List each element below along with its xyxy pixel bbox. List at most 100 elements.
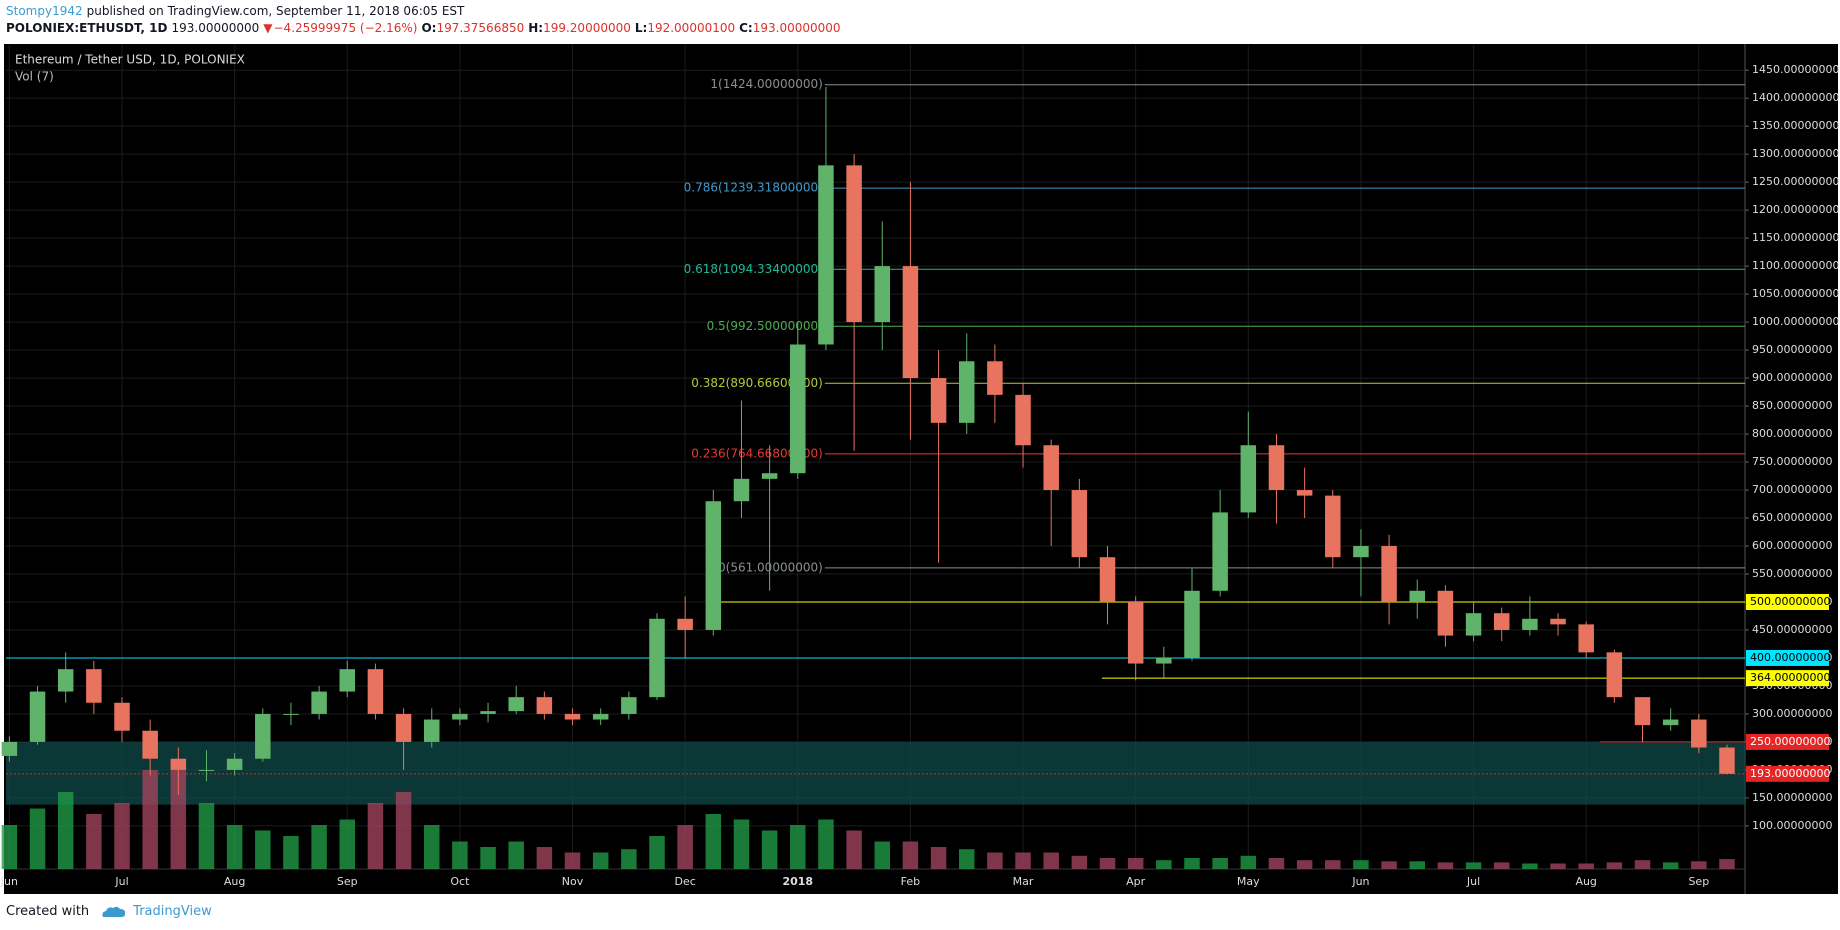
- y-tick-label: 1450.00000000: [1752, 63, 1839, 76]
- candle-body: [1325, 495, 1341, 558]
- volume-bar: [1691, 861, 1707, 869]
- candle-body: [1099, 557, 1116, 602]
- volume-bar: [733, 819, 750, 869]
- y-tick-label: 450.00000000: [1752, 623, 1832, 636]
- volume-bar: [423, 825, 440, 869]
- volume-bar: [1268, 858, 1285, 869]
- candle-body: [423, 719, 440, 742]
- volume-bar: [1353, 860, 1369, 869]
- candle-body: [1719, 747, 1735, 774]
- fib-label: 0.236(764.66800000): [691, 446, 823, 460]
- logo[interactable]: [101, 905, 127, 919]
- fib-label: 0.5(992.50000000): [707, 319, 823, 333]
- candle-body: [1662, 719, 1679, 726]
- volume-bar: [1578, 863, 1594, 869]
- candle-body: [958, 361, 975, 423]
- y-tick-label: 900.00000000: [1752, 371, 1832, 384]
- candle-body: [1184, 590, 1200, 658]
- volume-bar: [1465, 862, 1482, 869]
- candle-body: [1634, 697, 1651, 726]
- created-with: Created with: [6, 904, 90, 919]
- volume-bar: [818, 819, 834, 869]
- volume-bar: [339, 819, 356, 869]
- y-tick-label: 1050.00000000: [1752, 287, 1839, 300]
- brand[interactable]: TradingView: [133, 904, 212, 919]
- last-price: 193.00000000: [171, 21, 260, 35]
- y-tick-label: 550.00000000: [1752, 567, 1832, 580]
- level-badge-label: 250.00000000: [1750, 735, 1830, 748]
- y-tick-label: 1250.00000000: [1752, 175, 1839, 188]
- volume-bar: [198, 803, 215, 869]
- x-tick-label: Jun: [1351, 875, 1369, 888]
- candle-body: [452, 713, 468, 720]
- volume-bar: [395, 792, 412, 869]
- volume-bar: [1184, 858, 1200, 869]
- h-label: H:: [528, 21, 544, 35]
- y-tick-label: 1400.00000000: [1752, 91, 1839, 104]
- x-tick-label: Sep: [1688, 875, 1709, 888]
- y-tick-label: 1200.00000000: [1752, 203, 1839, 216]
- x-tick-label: 2018: [782, 875, 813, 888]
- header-line: Stompy1942 published on TradingView.com, …: [6, 4, 468, 18]
- candle-body: [987, 361, 1003, 395]
- candle-body: [1578, 624, 1594, 653]
- candle-body: [1493, 613, 1510, 630]
- level-badge: [1746, 649, 1829, 666]
- candle-body: [395, 713, 412, 742]
- x-tick-label: Nov: [562, 875, 584, 888]
- x-tick-label: Jul: [114, 875, 128, 888]
- fib-label: 0(561.00000000): [718, 560, 823, 574]
- volume-bar: [536, 847, 553, 869]
- x-tick-label: Mar: [1013, 875, 1034, 888]
- candle-body: [621, 697, 637, 714]
- footer: Created with TradingView: [6, 904, 212, 919]
- volume-bar: [930, 847, 947, 869]
- open: 197.37566850: [436, 21, 525, 35]
- published: published on TradingView.com, September …: [86, 4, 465, 18]
- candle-body: [733, 478, 750, 502]
- fib-label: 1(1424.00000000): [710, 77, 822, 91]
- volume-legend: Vol (7): [15, 70, 54, 84]
- candle-body: [283, 713, 299, 715]
- volume-bar: [1156, 860, 1172, 869]
- volume-bar: [902, 841, 919, 869]
- candle-body: [1606, 652, 1623, 698]
- change: −4.25999975 (−2.16%): [273, 21, 418, 35]
- low: 192.00000100: [647, 21, 736, 35]
- y-tick-label: 1150.00000000: [1752, 231, 1839, 244]
- volume-bar: [621, 849, 637, 869]
- candle-body: [1296, 490, 1313, 496]
- y-tick-label: 800.00000000: [1752, 427, 1832, 440]
- volume-bar: [226, 825, 243, 869]
- arrow: ▼: [263, 21, 273, 35]
- x-tick-label: Jul: [1466, 875, 1480, 888]
- volume-bar: [170, 764, 187, 869]
- candle-body: [29, 691, 46, 742]
- volume-bar: [142, 770, 158, 869]
- high: 199.20000000: [543, 21, 631, 35]
- volume-bar: [874, 841, 891, 869]
- candle-body: [536, 697, 553, 714]
- o-label: O:: [421, 21, 437, 35]
- y-tick-label: 750.00000000: [1752, 455, 1832, 468]
- candle-body: [930, 378, 947, 423]
- y-tick-label: 1300.00000000: [1752, 147, 1839, 160]
- candle-body: [902, 266, 919, 379]
- volume-bar: [1071, 855, 1088, 869]
- level-badge-label: 193.00000000: [1750, 767, 1830, 780]
- candle-body: [1409, 590, 1425, 602]
- level-badge: [1746, 593, 1829, 610]
- candle-body: [57, 669, 74, 692]
- volume-bar: [1662, 862, 1679, 869]
- symbol: POLONIEX:ETHUSDT, 1D: [6, 21, 168, 35]
- x-tick-label: May: [1237, 875, 1260, 888]
- candle-body: [1071, 490, 1088, 558]
- author[interactable]: Stompy1942: [6, 4, 83, 18]
- level-badge-label: 400.00000000: [1750, 651, 1830, 664]
- volume-bar: [255, 830, 271, 869]
- volume-bar: [958, 849, 975, 869]
- volume-bar: [987, 852, 1003, 869]
- x-tick-label: Sep: [337, 875, 358, 888]
- level-badge: [1746, 733, 1829, 750]
